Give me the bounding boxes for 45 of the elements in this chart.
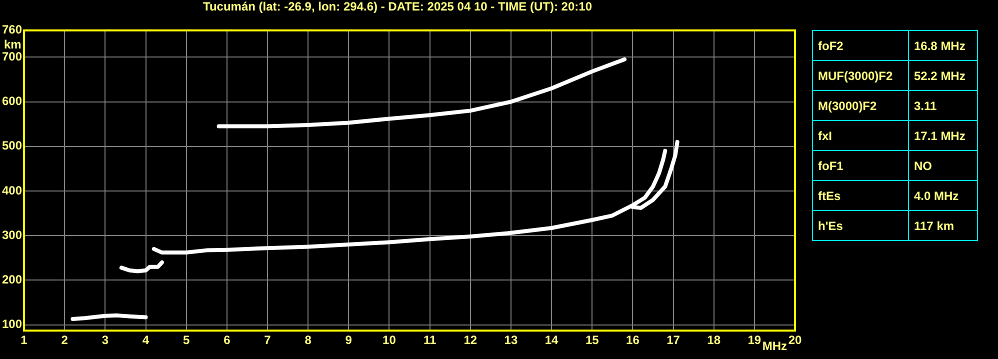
x-tick-label: 12 — [464, 333, 478, 348]
x-tick-label: 7 — [264, 333, 272, 348]
x-tick-label: 10 — [382, 333, 396, 348]
text: fxI — [812, 120, 908, 150]
x-tick-label: 1 — [20, 333, 28, 348]
x-tick-label: 8 — [304, 333, 312, 348]
y-tick-label: 700 — [2, 49, 22, 64]
x-tick-label: 5 — [182, 333, 190, 348]
text: 3.11 — [908, 90, 978, 120]
text: MUF(3000)F2 — [812, 60, 908, 90]
y-tick-label: 300 — [2, 228, 22, 242]
text: 117 km — [908, 210, 978, 240]
y-tick-label: 200 — [2, 272, 22, 287]
x-tick-label: 17 — [666, 333, 680, 348]
y-tick-label: 760 — [2, 22, 22, 37]
y-tick-label: 600 — [2, 94, 22, 108]
x-tick-label: 18 — [707, 333, 721, 348]
text: 16.8 MHz — [908, 30, 978, 60]
text: 52.2 MHz — [908, 60, 978, 90]
y-tick-label: 100 — [2, 317, 22, 332]
x-axis-title: MHz — [762, 338, 787, 353]
text: foF1 — [812, 150, 908, 180]
x-tick-label: 20 — [788, 333, 802, 348]
x-tick-label: 4 — [142, 333, 150, 348]
y-tick-label: 400 — [2, 183, 22, 198]
x-tick-label: 3 — [102, 333, 109, 348]
x-tick-label: 16 — [626, 333, 640, 348]
x-tick-label: 9 — [345, 333, 352, 348]
text: NO — [908, 150, 978, 180]
x-tick-label: 14 — [544, 333, 559, 348]
x-tick-label: 15 — [585, 333, 600, 348]
y-tick-label: 500 — [2, 138, 22, 153]
text: ftEs — [812, 180, 908, 210]
chart-title: Tucumán (lat: -26.9, lon: 294.6) - DATE: 2025 04 10 - TIME (UT): 20:10 — [203, 0, 592, 14]
text: 17.1 MHz — [908, 120, 978, 150]
x-tick-label: 6 — [224, 333, 231, 348]
text: 4.0 MHz — [908, 180, 978, 210]
x-tick-label: 11 — [423, 333, 436, 348]
x-tick-label: 13 — [504, 333, 518, 348]
text: M(3000)F2 — [812, 90, 908, 120]
x-tick-label: 2 — [61, 333, 68, 348]
text: foF2 — [812, 30, 908, 60]
y-axis-title: km — [4, 38, 22, 52]
text: h'Es — [812, 210, 908, 240]
x-tick-label: 19 — [748, 333, 762, 348]
